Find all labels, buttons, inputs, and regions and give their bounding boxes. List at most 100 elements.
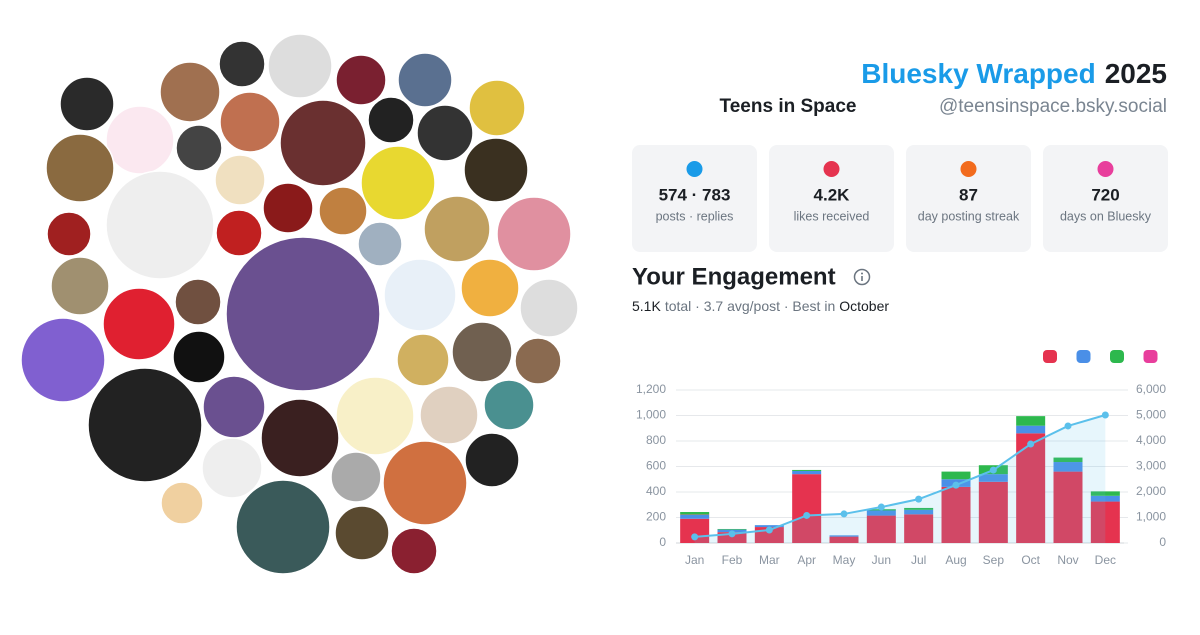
y2-tick-label: 5,000 xyxy=(1136,408,1166,422)
summary-best: October xyxy=(839,298,889,314)
avatar[interactable] xyxy=(236,480,330,574)
title-text: Bluesky Wrapped xyxy=(861,58,1095,89)
x-tick-label: Jun xyxy=(872,553,891,567)
avatar[interactable] xyxy=(268,34,332,98)
avatar[interactable] xyxy=(335,506,389,560)
engagement-chart: 02004006008001,0001,20001,0002,0003,0004… xyxy=(636,350,1166,567)
avatar[interactable] xyxy=(452,322,512,382)
avatar[interactable] xyxy=(384,259,456,331)
avatar[interactable] xyxy=(263,183,313,233)
line-point xyxy=(691,533,698,540)
avatar[interactable] xyxy=(202,438,262,498)
display-name: Teens in Space xyxy=(720,96,857,117)
avatar[interactable] xyxy=(21,318,105,402)
avatar[interactable] xyxy=(368,97,414,143)
legend-icon[interactable] xyxy=(1110,350,1124,363)
avatar[interactable] xyxy=(319,187,367,235)
avatar[interactable] xyxy=(497,197,571,271)
avatar[interactable] xyxy=(361,146,435,220)
bar-segment xyxy=(680,512,709,515)
handle: @teensinspace.bsky.social xyxy=(939,96,1167,117)
avatar[interactable] xyxy=(383,441,467,525)
avatar[interactable] xyxy=(220,92,280,152)
avatar[interactable] xyxy=(397,334,449,386)
legend-icon[interactable] xyxy=(1077,350,1091,363)
stat-value: 87 xyxy=(959,185,978,204)
avatar[interactable] xyxy=(424,196,490,262)
bar-segment xyxy=(1016,426,1045,434)
avatar[interactable] xyxy=(461,259,519,317)
avatar[interactable] xyxy=(515,338,561,384)
avatar[interactable] xyxy=(51,257,109,315)
avatar[interactable] xyxy=(420,386,478,444)
avatar[interactable] xyxy=(464,138,528,202)
bar-segment xyxy=(792,470,821,471)
line-point xyxy=(841,510,848,517)
bar-segment xyxy=(680,515,709,519)
line-point xyxy=(915,496,922,503)
y-tick-label: 200 xyxy=(646,510,666,524)
avatar-cloud xyxy=(21,34,578,574)
x-tick-label: Mar xyxy=(759,553,780,567)
stat-label: posts · replies xyxy=(656,209,734,223)
avatar[interactable] xyxy=(331,452,381,502)
line-point xyxy=(803,512,810,519)
avatar[interactable] xyxy=(336,377,414,455)
avatar[interactable] xyxy=(103,288,175,360)
legend-icon[interactable] xyxy=(1144,350,1158,363)
summary-middle: total · 3.7 avg/post · Best in xyxy=(665,298,835,314)
avatar[interactable] xyxy=(106,106,174,174)
avatar[interactable] xyxy=(336,55,386,105)
line-point xyxy=(878,504,885,511)
avatar[interactable] xyxy=(88,368,202,482)
avatar[interactable] xyxy=(47,212,91,256)
avatar[interactable] xyxy=(391,528,437,574)
line-point xyxy=(1102,411,1109,418)
avatar[interactable] xyxy=(261,399,339,477)
avatar[interactable] xyxy=(417,105,473,161)
y2-tick-label: 2,000 xyxy=(1136,484,1166,498)
x-tick-label: Dec xyxy=(1095,553,1116,567)
line-point xyxy=(1065,422,1072,429)
avatar[interactable] xyxy=(60,77,114,131)
y2-tick-label: 1,000 xyxy=(1136,510,1166,524)
avatar[interactable] xyxy=(469,80,525,136)
line-point xyxy=(953,482,960,489)
info-icon-dot xyxy=(861,273,863,275)
avatar[interactable] xyxy=(280,100,366,186)
line-point xyxy=(990,467,997,474)
avatar[interactable] xyxy=(219,41,265,87)
avatar[interactable] xyxy=(520,279,578,337)
avatar[interactable] xyxy=(215,155,265,205)
x-tick-label: May xyxy=(833,553,856,567)
bar-segment xyxy=(718,529,747,530)
avatar[interactable] xyxy=(358,222,402,266)
title: Bluesky Wrapped 2025 xyxy=(861,58,1167,89)
avatar[interactable] xyxy=(484,380,534,430)
avatar[interactable] xyxy=(46,134,114,202)
y-tick-label: 600 xyxy=(646,459,666,473)
bar-segment xyxy=(1016,416,1045,426)
stat-icon xyxy=(1098,161,1114,177)
avatar[interactable] xyxy=(465,433,519,487)
avatar[interactable] xyxy=(175,279,221,325)
avatar[interactable] xyxy=(398,53,452,107)
x-tick-label: Jul xyxy=(911,553,926,567)
avatar[interactable] xyxy=(161,482,203,524)
avatar[interactable] xyxy=(176,125,222,171)
title-year: 2025 xyxy=(1105,58,1167,89)
stat-label: day posting streak xyxy=(918,209,1020,223)
avatar[interactable] xyxy=(160,62,220,122)
avatar[interactable] xyxy=(216,210,262,256)
avatar[interactable] xyxy=(173,331,225,383)
legend-icon[interactable] xyxy=(1043,350,1057,363)
stat-value: 574 · 783 xyxy=(659,185,731,204)
stat-label: days on Bluesky xyxy=(1060,209,1152,223)
avatar[interactable] xyxy=(203,376,265,438)
avatar[interactable] xyxy=(106,171,214,279)
avatar[interactable] xyxy=(226,237,380,391)
info-icon-stem xyxy=(861,276,863,281)
